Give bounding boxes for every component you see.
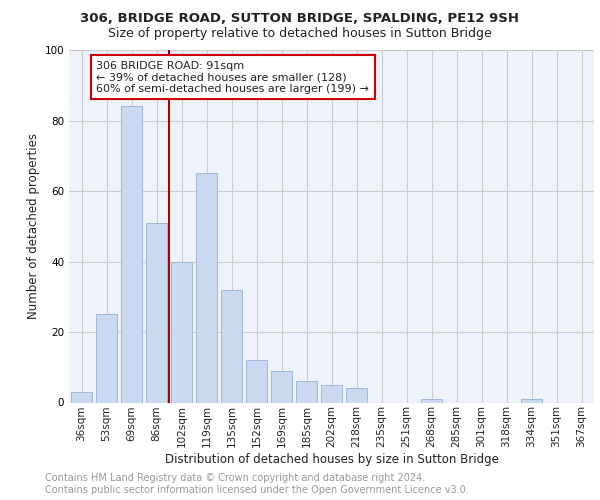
Bar bbox=[171, 262, 192, 402]
Bar bbox=[346, 388, 367, 402]
Bar bbox=[96, 314, 117, 402]
Text: Contains HM Land Registry data © Crown copyright and database right 2024.
Contai: Contains HM Land Registry data © Crown c… bbox=[45, 474, 469, 495]
Bar bbox=[121, 106, 142, 403]
Text: Size of property relative to detached houses in Sutton Bridge: Size of property relative to detached ho… bbox=[108, 28, 492, 40]
Bar bbox=[196, 174, 217, 402]
Bar bbox=[146, 222, 167, 402]
Bar bbox=[321, 385, 342, 402]
Bar bbox=[246, 360, 267, 403]
Text: 306, BRIDGE ROAD, SUTTON BRIDGE, SPALDING, PE12 9SH: 306, BRIDGE ROAD, SUTTON BRIDGE, SPALDIN… bbox=[80, 12, 520, 26]
Y-axis label: Number of detached properties: Number of detached properties bbox=[28, 133, 40, 320]
Bar bbox=[421, 399, 442, 402]
Bar bbox=[221, 290, 242, 403]
Bar bbox=[271, 371, 292, 402]
Bar bbox=[71, 392, 92, 402]
Text: 306 BRIDGE ROAD: 91sqm
← 39% of detached houses are smaller (128)
60% of semi-de: 306 BRIDGE ROAD: 91sqm ← 39% of detached… bbox=[97, 60, 370, 94]
Bar bbox=[521, 399, 542, 402]
X-axis label: Distribution of detached houses by size in Sutton Bridge: Distribution of detached houses by size … bbox=[164, 453, 499, 466]
Bar bbox=[296, 382, 317, 402]
